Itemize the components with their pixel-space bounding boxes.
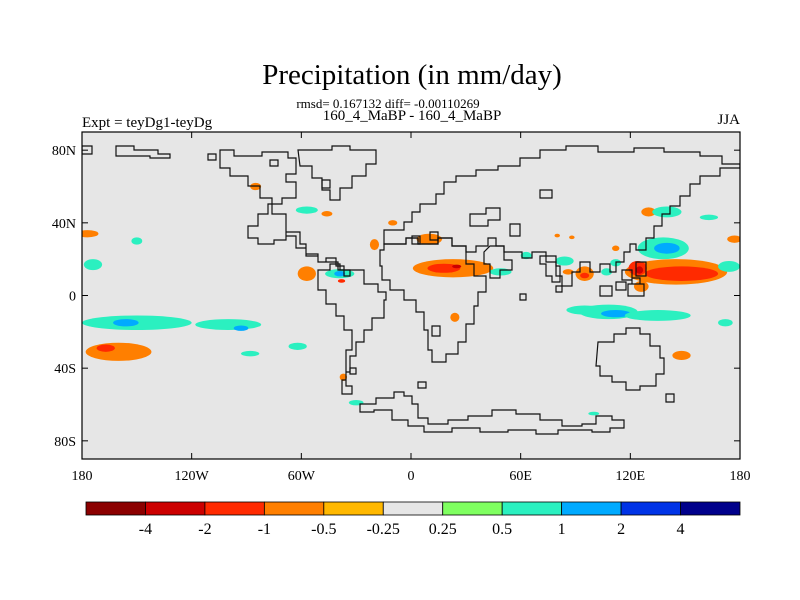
anomaly-region-29	[580, 272, 590, 279]
anomaly-region-22	[427, 263, 461, 273]
anomaly-region-42	[699, 214, 719, 221]
anomaly-region-34	[644, 266, 719, 281]
colorbar-label-2: -1	[258, 521, 271, 538]
anomaly-region-51	[450, 312, 460, 322]
anomaly-region-7	[85, 342, 152, 361]
colorbar-labels: -4 -2 -1 -0.5 -0.25 0.25 0.5 1 2 4	[139, 521, 685, 538]
anomaly-region-16	[334, 270, 346, 277]
colorbar-label-9: 4	[677, 521, 685, 538]
experiment-label: Expt = teyDg1-teyDg	[82, 115, 213, 131]
anomaly-region-26	[555, 256, 574, 266]
anomaly-region-37	[633, 280, 649, 292]
colorbar-bin-0	[85, 501, 146, 516]
anomaly-region-32	[612, 245, 620, 251]
colorbar-bin-6	[442, 501, 503, 516]
small-islands	[349, 293, 527, 389]
anomaly-region-53	[569, 235, 575, 240]
anomaly-region-2	[83, 259, 103, 271]
colorbar-bin-1	[145, 501, 206, 516]
colorbar-bin-8	[561, 501, 622, 516]
southeast-asia-islands	[599, 261, 647, 297]
lon-tick-label-5: 120E	[616, 469, 646, 484]
anomaly-fields	[82, 182, 740, 416]
anomaly-region-27	[562, 269, 574, 275]
colorbar-label-4: -0.25	[367, 521, 400, 538]
anomaly-region-4	[113, 319, 139, 327]
longitude-axis: 180 120W 60W 0 60E 120E 180	[72, 132, 751, 484]
colorbar-bin-9	[620, 501, 681, 516]
anomaly-region-36	[635, 266, 644, 274]
case-subtitle: 160_4_MaBP - 160_4_MaBP	[323, 108, 502, 124]
anomaly-region-1	[131, 237, 143, 245]
anomaly-region-0	[82, 230, 99, 238]
mediterranean-inland-seas	[411, 189, 553, 245]
colorbar-bin-7	[501, 501, 563, 516]
colorbar-bin-10	[680, 501, 741, 516]
anomaly-region-49	[718, 319, 733, 327]
colorbar-bin-4	[323, 501, 384, 516]
anomaly-region-23	[452, 264, 462, 269]
australia-coast	[595, 327, 675, 403]
anomaly-region-56	[588, 411, 600, 416]
colorbar-bin-5	[382, 501, 444, 516]
colorbar-label-5: 0.25	[429, 521, 457, 538]
lon-tick-label-4: 60E	[509, 469, 532, 484]
anomaly-region-20	[416, 233, 443, 245]
colorbar-label-8: 2	[617, 521, 625, 538]
colorbar-label-3: -0.5	[311, 521, 336, 538]
north-america-coast	[219, 149, 351, 277]
anomaly-region-19	[388, 220, 398, 226]
anomaly-region-8	[96, 344, 115, 352]
lon-tick-label-3: 0	[408, 469, 415, 484]
lat-tick-label-2: 0	[69, 290, 76, 305]
arctic-islands	[82, 145, 331, 189]
anomaly-region-14	[297, 266, 316, 281]
anomaly-region-25	[520, 251, 532, 260]
anomaly-region-50	[672, 350, 691, 360]
anomaly-region-10	[288, 342, 307, 350]
chart-title: Precipitation (in mm/day)	[262, 59, 562, 91]
greenland-coast	[297, 145, 377, 201]
lat-tick-label-0: 80N	[52, 144, 76, 159]
anomaly-region-48	[624, 310, 691, 321]
anomaly-region-43	[727, 235, 740, 243]
anomaly-region-13	[321, 211, 333, 217]
arabia-india-coast	[483, 245, 563, 293]
colorbar-label-0: -4	[139, 521, 152, 538]
lon-tick-label-1: 120W	[175, 469, 210, 484]
anomaly-region-54	[339, 373, 348, 381]
lat-tick-label-3: 40S	[54, 362, 76, 377]
anomaly-region-30	[601, 268, 613, 276]
lon-tick-label-0: 180	[72, 469, 93, 484]
anomaly-region-6	[233, 325, 249, 331]
colorbar-label-6: 0.5	[492, 521, 512, 538]
anomaly-region-41	[652, 206, 682, 218]
season-label: JJA	[717, 112, 740, 128]
anomaly-region-18	[369, 239, 380, 251]
anomaly-region-17	[337, 279, 346, 283]
anomaly-region-5	[195, 319, 262, 331]
lon-tick-label-6: 180	[730, 469, 751, 484]
south-america-coast	[317, 263, 387, 395]
anomaly-region-12	[295, 206, 318, 214]
coastlines	[82, 145, 740, 435]
colorbar-label-7: 1	[558, 521, 566, 538]
colorbar-bin-3	[263, 501, 325, 516]
lat-tick-label-1: 40N	[52, 217, 76, 232]
colorbar-label-1: -2	[198, 521, 211, 538]
latitude-axis: 80N 40N 0 40S 80S	[52, 144, 740, 450]
antarctica-coast	[359, 391, 625, 435]
anomaly-region-39	[654, 242, 680, 254]
anomaly-region-40	[641, 207, 656, 217]
stats-subtitle: rmsd= 0.167132 diff= -0.00110269	[296, 96, 479, 111]
colorbar	[85, 501, 741, 516]
lat-tick-label-4: 80S	[54, 435, 76, 450]
lon-tick-label-2: 60W	[288, 469, 316, 484]
colorbar-bin-2	[204, 501, 265, 516]
anomaly-region-52	[554, 233, 560, 238]
anomaly-region-44	[718, 260, 740, 272]
anomaly-region-9	[241, 350, 260, 357]
anomaly-region-47	[601, 310, 631, 318]
